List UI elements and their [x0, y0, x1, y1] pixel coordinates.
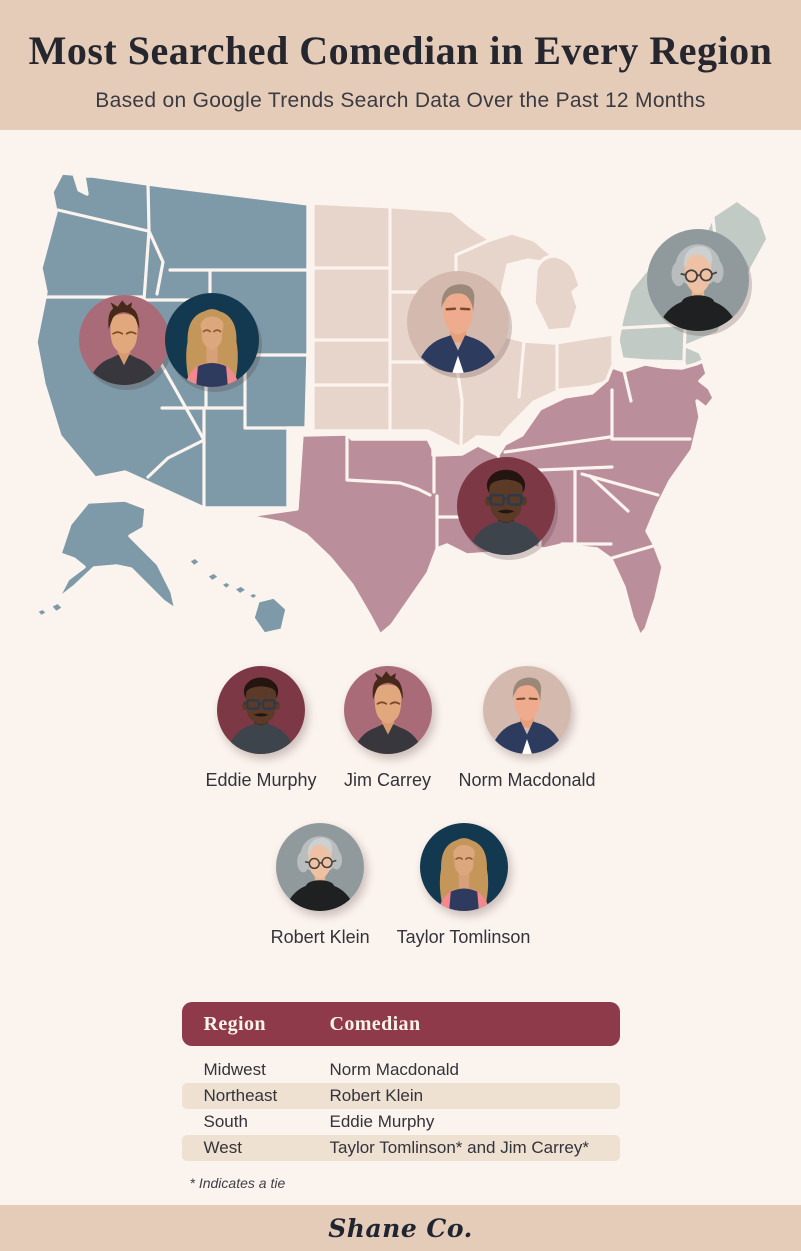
avatar-jim-carrey: [344, 666, 432, 754]
page-subtitle: Based on Google Trends Search Data Over …: [95, 89, 706, 112]
legend-item-robert-klein: Robert Klein: [271, 823, 370, 948]
avatar-robert-klein: [276, 823, 364, 911]
legend-item-taylor-tomlinson: Taylor Tomlinson: [396, 823, 531, 948]
cell-comedian: Robert Klein: [329, 1086, 424, 1105]
cell-region: West: [203, 1138, 242, 1157]
cell-region: Midwest: [203, 1060, 266, 1079]
map-marker-eddie-murphy: [457, 457, 558, 560]
column-header-region: Region: [203, 1012, 266, 1035]
table-row: West Taylor Tomlinson* and Jim Carrey*: [181, 1135, 620, 1161]
region-west-hawaii: [186, 555, 289, 636]
comedian-name: Taylor Tomlinson: [396, 927, 531, 947]
cell-region: South: [203, 1112, 248, 1131]
comedian-name: Eddie Murphy: [205, 770, 317, 790]
tie-footnote: * Indicates a tie: [189, 1175, 286, 1191]
legend-item-jim-carrey: Jim Carrey: [344, 666, 432, 791]
map-marker-taylor-tomlinson: [165, 293, 262, 392]
table-row: Midwest Norm Macdonald: [182, 1057, 620, 1083]
us-region-map: [34, 171, 770, 638]
cell-comedian: Taylor Tomlinson* and Jim Carrey*: [329, 1138, 590, 1157]
comedian-name: Norm Macdonald: [458, 770, 596, 790]
header-band: Most Searched Comedian in Every Region B…: [0, 0, 801, 130]
shane-co-logo: Shane Co.: [328, 1213, 473, 1243]
table-row: Northeast Robert Klein: [181, 1083, 620, 1109]
page-title: Most Searched Comedian in Every Region: [28, 28, 773, 73]
map-marker-norm-macdonald: [407, 271, 512, 378]
cell-comedian: Eddie Murphy: [329, 1112, 435, 1131]
comedian-name: Jim Carrey: [343, 770, 431, 790]
alaska-island: [34, 606, 50, 619]
table-header: Region Comedian: [181, 1002, 620, 1046]
avatar-norm-macdonald: [483, 666, 571, 754]
avatar-eddie-murphy: [217, 666, 305, 754]
region-midwest-michigan: [532, 254, 582, 333]
legend-row-2: Robert Klein Taylor Tomlinson: [0, 823, 801, 948]
legend-item-norm-macdonald: Norm Macdonald: [459, 666, 596, 791]
region-comedian-table: Region Comedian Midwest Norm Macdonald N…: [181, 1002, 620, 1191]
table-row: South Eddie Murphy: [182, 1109, 620, 1135]
column-header-comedian: Comedian: [329, 1012, 421, 1035]
legend-item-eddie-murphy: Eddie Murphy: [205, 666, 317, 791]
legend-row-1: Eddie Murphy Jim Carrey Norm Macdonald: [0, 666, 801, 791]
table-body: Midwest Norm Macdonald Northeast Robert …: [181, 1057, 620, 1161]
cell-region: Northeast: [203, 1086, 278, 1105]
map-marker-robert-klein: [647, 229, 752, 336]
alaska-island: [48, 600, 66, 615]
map-marker-jim-carrey: [79, 295, 172, 390]
cell-comedian: Norm Macdonald: [329, 1060, 459, 1079]
avatar-taylor-tomlinson: [420, 823, 508, 911]
region-west-alaska: [55, 498, 178, 612]
comedian-name: Robert Klein: [270, 927, 370, 947]
footer-band: Shane Co.: [0, 1205, 801, 1251]
